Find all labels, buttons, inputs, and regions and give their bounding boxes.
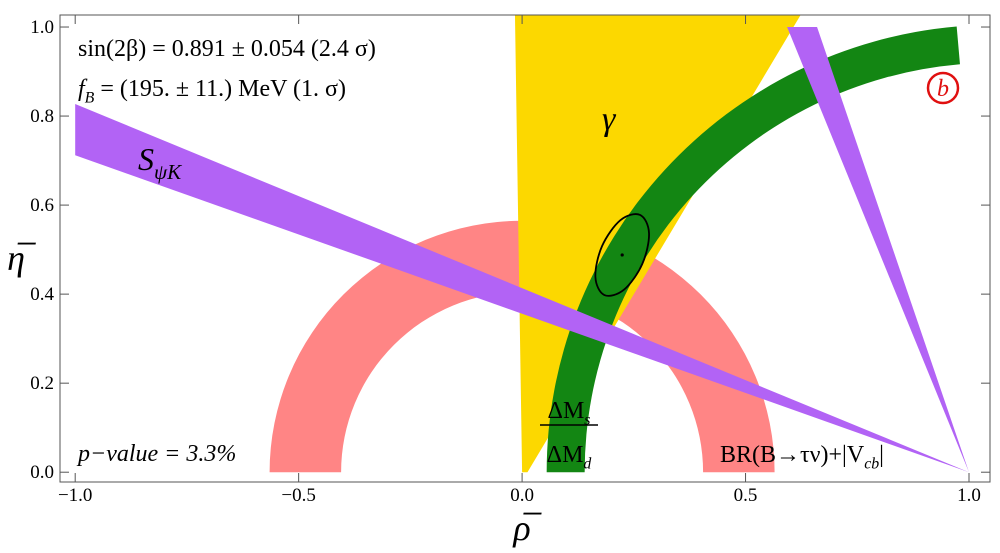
br-label: BR(B→τν)+|Vcb|	[720, 442, 884, 473]
label-subscript: cb	[864, 456, 879, 473]
label-subscript: d	[583, 456, 591, 473]
fit-point	[620, 253, 624, 257]
dm-denominator: ΔMd	[547, 442, 592, 473]
y-tick-label: 0.0	[30, 462, 54, 483]
band-region	[75, 104, 969, 473]
plot-area	[75, 15, 969, 473]
x-tick-label: 0.0	[510, 485, 534, 506]
panel-badge	[926, 71, 960, 105]
x-tick-label: −0.5	[281, 485, 315, 506]
ring-region	[546, 26, 960, 473]
label-rest: = (195. ± 11.) MeV (1. σ)	[94, 76, 346, 102]
gamma-label: γ	[602, 101, 617, 138]
y-tick-label: 0.8	[30, 106, 54, 127]
x-tick-label: 1.0	[957, 485, 981, 506]
frame	[59, 14, 991, 483]
fit-contour	[594, 213, 650, 297]
label-main: ΔM	[547, 442, 584, 468]
panel-label: b	[937, 76, 949, 102]
x-axis-label: ρ̅	[512, 508, 542, 548]
p-value-note: p−value = 3.3%	[76, 441, 236, 467]
x-tick-label: −1.0	[58, 485, 92, 506]
dm-numerator: ΔMs	[548, 398, 591, 429]
spsik-label: SψK	[138, 141, 182, 184]
y-tick-label: 0.4	[30, 284, 54, 305]
label-main: S	[138, 141, 154, 177]
y-tick-label: 0.2	[30, 373, 54, 394]
label-subscript: s	[584, 412, 590, 429]
y-tick-label: 1.0	[30, 17, 54, 38]
label-subscript: B	[85, 90, 95, 107]
fb-note: fB = (195. ± 11.) MeV (1. σ)	[78, 76, 346, 107]
label-rest: |	[879, 442, 884, 468]
label-main: ΔM	[548, 398, 585, 424]
label-main: f	[78, 76, 88, 102]
y-axis-label: η̅	[7, 238, 37, 278]
ring-region	[269, 220, 775, 473]
label-main: BR(B→τν)+|V	[720, 442, 865, 468]
label-subscript: ψK	[154, 160, 182, 184]
x-tick-label: 0.5	[734, 485, 758, 506]
band-region	[787, 27, 969, 473]
y-tick-label: 0.6	[30, 195, 54, 216]
sin2beta-note: sin(2β) = 0.891 ± 0.054 (2.4 σ)	[78, 36, 376, 62]
